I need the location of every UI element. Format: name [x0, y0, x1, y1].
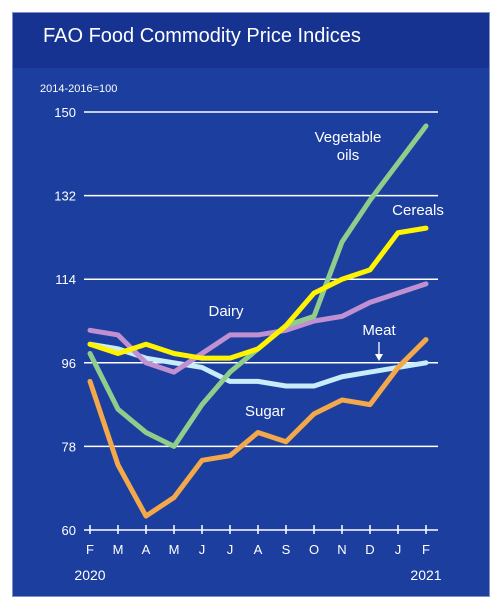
chart-title: FAO Food Commodity Price Indices	[43, 25, 361, 47]
y-tick-label: 78	[62, 439, 76, 454]
y-tick-label: 60	[62, 523, 76, 538]
series-line-dairy	[87, 281, 429, 375]
series-line-sugar	[87, 337, 429, 519]
x-tick-label: J	[395, 542, 402, 557]
series-label-cereals: Cereals	[392, 202, 444, 219]
x-tick-label: J	[199, 542, 206, 557]
x-tick-label: A	[142, 542, 151, 557]
series-line-cereals	[87, 225, 429, 361]
y-tick-label: 114	[55, 272, 76, 287]
series-label-vegetable-oils: oils	[337, 147, 360, 164]
x-tick-label: J	[227, 542, 234, 557]
series-line-meat	[87, 341, 429, 389]
y-axis-unit-label: 2014-2016=100	[40, 83, 117, 95]
y-tick-label: 150	[54, 105, 76, 120]
series-label-sugar: Sugar	[245, 403, 285, 420]
chart-frame: FAO Food Commodity Price Indices	[12, 12, 490, 597]
x-tick-label: F	[86, 542, 94, 557]
meat-pointer-arrowhead	[375, 354, 383, 361]
x-tick-label: F	[422, 542, 430, 557]
x-tick-label: N	[337, 542, 346, 557]
chart-header: FAO Food Commodity Price Indices	[13, 13, 489, 68]
x-tick-label: M	[169, 542, 180, 557]
x-tick-label: D	[365, 542, 374, 557]
y-tick-label: 96	[62, 356, 76, 371]
series-label-meat: Meat	[362, 322, 396, 339]
series-label-vegetable-oils: Vegetable	[315, 129, 382, 146]
y-tick-label: 132	[54, 189, 76, 204]
x-tick-label: A	[254, 542, 263, 557]
x-tick-label: O	[309, 542, 319, 557]
x-year-label: 2021	[410, 567, 441, 583]
x-tick-label: M	[113, 542, 124, 557]
x-year-label: 2020	[74, 567, 105, 583]
x-tick-label: S	[282, 542, 291, 557]
series-label-dairy: Dairy	[208, 303, 244, 320]
